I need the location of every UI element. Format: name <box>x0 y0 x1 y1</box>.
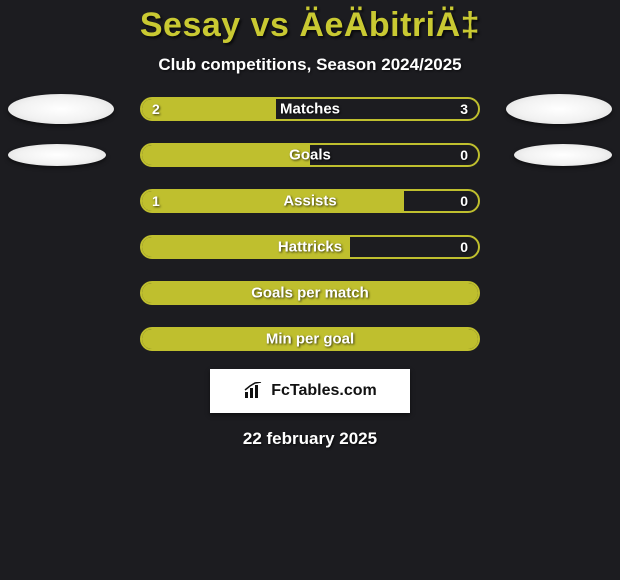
stat-label: Goals per match <box>251 285 369 302</box>
stat-row: 2 Matches 3 <box>0 97 620 121</box>
page-subtitle: Club competitions, Season 2024/2025 <box>0 55 620 75</box>
date-text: 22 february 2025 <box>0 429 620 449</box>
source-logo: FcTables.com <box>210 369 410 413</box>
stat-value-right: 0 <box>460 239 468 255</box>
stat-value-left: 1 <box>152 193 160 209</box>
stat-value-right: 0 <box>460 147 468 163</box>
stat-bar: 1 Assists 0 <box>140 189 480 213</box>
stat-label: Min per goal <box>266 331 354 348</box>
stat-value-right: 0 <box>460 193 468 209</box>
stat-bar: Goals 0 <box>140 143 480 167</box>
stat-label: Hattricks <box>278 239 342 256</box>
stat-value-left: 2 <box>152 101 160 117</box>
stat-bar: 2 Matches 3 <box>140 97 480 121</box>
bar-right-fill <box>350 237 478 257</box>
stat-row: Min per goal <box>0 327 620 351</box>
player-badge-left <box>8 144 106 166</box>
comparison-card: Sesay vs ÄeÄbitriÄ‡ Club competitions, S… <box>0 0 620 449</box>
stat-label: Goals <box>289 147 331 164</box>
player-badge-left <box>8 94 114 124</box>
player-badge-right <box>514 144 612 166</box>
stat-row: Goals per match <box>0 281 620 305</box>
bar-right-fill <box>310 145 478 165</box>
stat-row: Goals 0 <box>0 143 620 167</box>
stat-row: Hattricks 0 <box>0 235 620 259</box>
page-title: Sesay vs ÄeÄbitriÄ‡ <box>0 6 620 45</box>
stat-row: 1 Assists 0 <box>0 189 620 213</box>
bar-left-fill <box>142 145 310 165</box>
player-badge-right <box>506 94 612 124</box>
stat-bar: Min per goal <box>140 327 480 351</box>
stat-bar: Goals per match <box>140 281 480 305</box>
chart-icon <box>243 382 265 400</box>
stat-label: Assists <box>283 193 336 210</box>
stat-label: Matches <box>280 101 340 118</box>
stat-bar: Hattricks 0 <box>140 235 480 259</box>
bar-left-fill <box>142 191 404 211</box>
stat-value-right: 3 <box>460 101 468 117</box>
bar-left-fill <box>142 99 276 119</box>
stat-rows: 2 Matches 3 Goals 0 1 Assists <box>0 97 620 351</box>
source-logo-text: FcTables.com <box>271 382 377 400</box>
